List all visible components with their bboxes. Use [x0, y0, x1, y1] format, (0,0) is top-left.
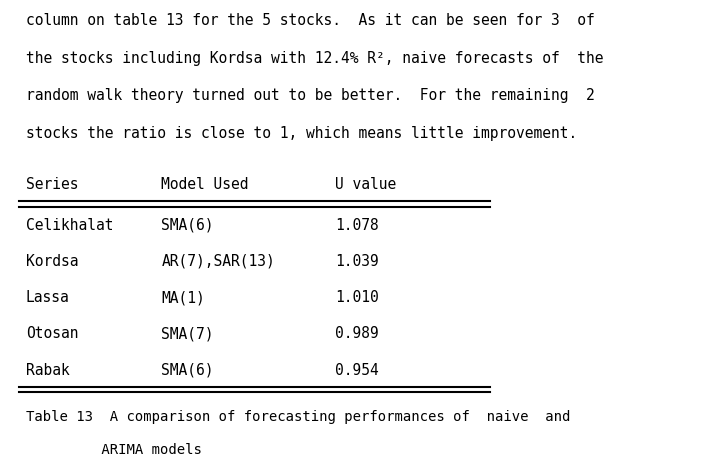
Text: Otosan: Otosan	[26, 326, 79, 341]
Text: Lassa: Lassa	[26, 290, 69, 305]
Text: SMA(7): SMA(7)	[161, 326, 214, 341]
Text: Series: Series	[26, 177, 79, 192]
Text: U value: U value	[335, 177, 397, 192]
Text: 1.039: 1.039	[335, 254, 379, 269]
Text: MA(1): MA(1)	[161, 290, 205, 305]
Text: SMA(6): SMA(6)	[161, 218, 214, 233]
Text: Table 13  A comparison of forecasting performances of  naive  and: Table 13 A comparison of forecasting per…	[26, 410, 570, 424]
Text: ARIMA models: ARIMA models	[26, 443, 202, 457]
Text: 0.954: 0.954	[335, 363, 379, 377]
Text: column on table 13 for the 5 stocks.  As it can be seen for 3  of: column on table 13 for the 5 stocks. As …	[26, 13, 594, 28]
Text: AR(7),SAR(13): AR(7),SAR(13)	[161, 254, 275, 269]
Text: stocks the ratio is close to 1, which means little improvement.: stocks the ratio is close to 1, which me…	[26, 126, 577, 141]
Text: Rabak: Rabak	[26, 363, 69, 377]
Text: random walk theory turned out to be better.  For the remaining  2: random walk theory turned out to be bett…	[26, 89, 594, 103]
Text: 1.010: 1.010	[335, 290, 379, 305]
Text: Celikhalat: Celikhalat	[26, 218, 114, 233]
Text: Model Used: Model Used	[161, 177, 249, 192]
Text: 0.989: 0.989	[335, 326, 379, 341]
Text: Kordsa: Kordsa	[26, 254, 79, 269]
Text: SMA(6): SMA(6)	[161, 363, 214, 377]
Text: the stocks including Kordsa with 12.4% R², naive forecasts of  the: the stocks including Kordsa with 12.4% R…	[26, 51, 604, 66]
Text: 1.078: 1.078	[335, 218, 379, 233]
